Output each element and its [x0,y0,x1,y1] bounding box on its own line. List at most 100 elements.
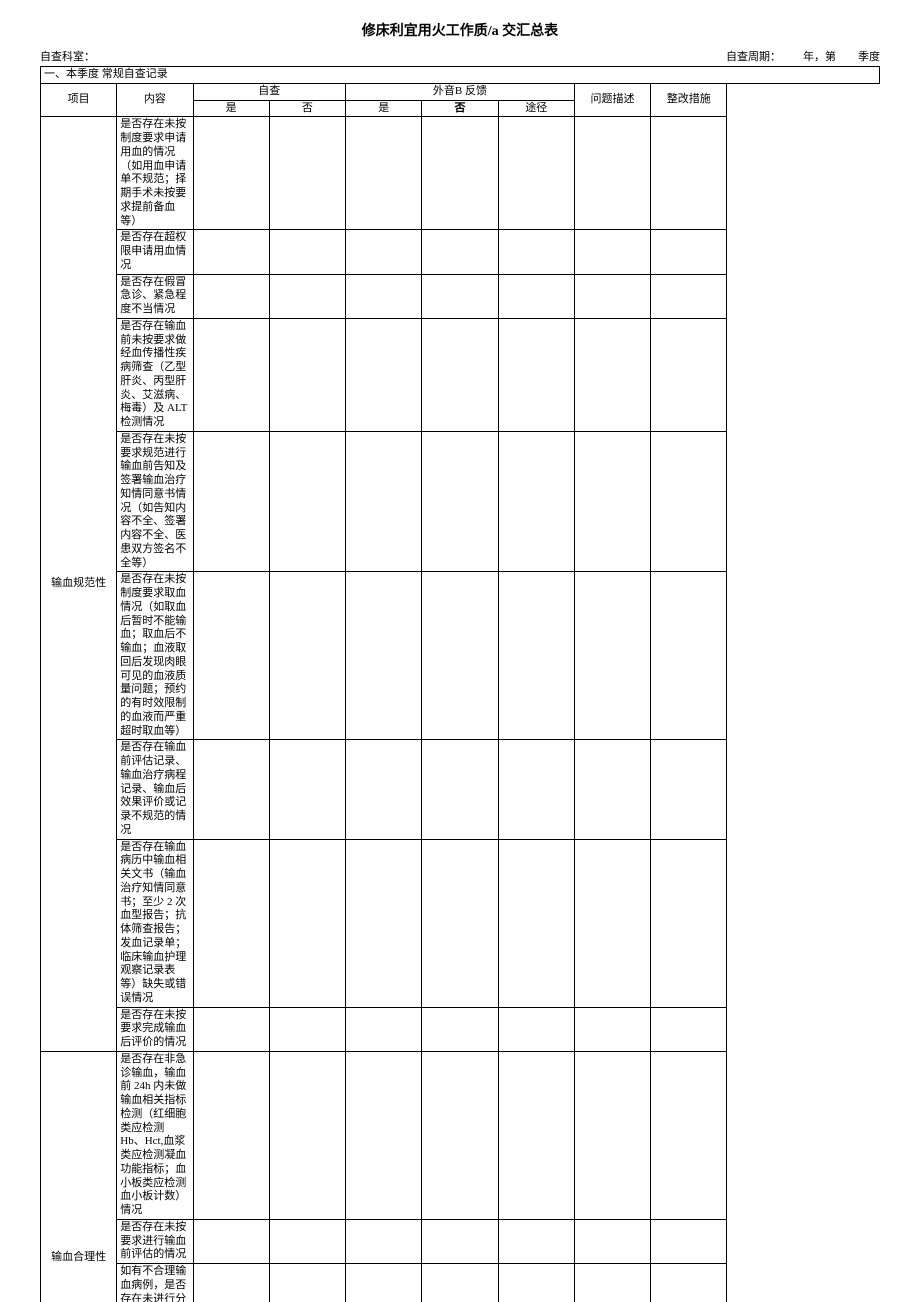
check-cell[interactable] [269,1007,345,1051]
issue-cell[interactable] [574,318,650,431]
check-cell[interactable] [346,1051,422,1219]
check-cell[interactable] [422,839,498,1007]
section-header: 一、本季度 常规自查记录 [41,67,880,84]
content-cell: 如有不合理输血病例，是否存在未进行分析和改进的情况 [117,1264,193,1302]
check-cell[interactable] [269,117,345,230]
action-cell[interactable] [651,1007,727,1051]
check-cell[interactable] [346,839,422,1007]
check-cell[interactable] [193,431,269,572]
action-cell[interactable] [651,230,727,274]
check-cell[interactable] [193,1007,269,1051]
action-cell[interactable] [651,740,727,839]
check-cell[interactable] [498,1219,574,1263]
table-row: 是否存在输血前未按要求做经血传播性疾病筛查（乙型肝炎、丙型肝炎、艾滋病、梅毒）及… [41,318,880,431]
meta-right: 自查周期： 年，第 季度 [726,48,880,64]
check-cell[interactable] [346,117,422,230]
check-cell[interactable] [269,572,345,740]
check-cell[interactable] [498,117,574,230]
issue-cell[interactable] [574,117,650,230]
action-cell[interactable] [651,572,727,740]
check-cell[interactable] [498,274,574,318]
check-cell[interactable] [269,230,345,274]
category-cell: 输血规范性 [41,117,117,1052]
action-cell[interactable] [651,1264,727,1302]
action-cell[interactable] [651,318,727,431]
check-cell[interactable] [346,1219,422,1263]
check-cell[interactable] [193,572,269,740]
issue-cell[interactable] [574,839,650,1007]
action-cell[interactable] [651,274,727,318]
check-cell[interactable] [498,1264,574,1302]
category-cell: 输血合理性 [41,1051,117,1302]
issue-cell[interactable] [574,1264,650,1302]
check-cell[interactable] [346,274,422,318]
check-cell[interactable] [346,230,422,274]
content-cell: 是否存在未按制度要求申请用血的情况（如用血申请单不规范；择期手术未按要求提前备血… [117,117,193,230]
check-cell[interactable] [193,318,269,431]
header-row-1: 项目 内容 自查 外音B 反馈 问题描述 整改措施 [41,83,880,100]
check-cell[interactable] [422,274,498,318]
check-cell[interactable] [498,572,574,740]
check-cell[interactable] [498,1051,574,1219]
check-cell[interactable] [422,117,498,230]
check-cell[interactable] [193,274,269,318]
check-cell[interactable] [346,431,422,572]
check-cell[interactable] [269,839,345,1007]
check-cell[interactable] [193,1264,269,1302]
check-cell[interactable] [422,431,498,572]
check-cell[interactable] [269,1264,345,1302]
check-cell[interactable] [269,318,345,431]
check-cell[interactable] [193,740,269,839]
action-cell[interactable] [651,1051,727,1219]
check-cell[interactable] [193,1051,269,1219]
check-cell[interactable] [498,1007,574,1051]
check-cell[interactable] [346,1007,422,1051]
check-cell[interactable] [193,1219,269,1263]
check-cell[interactable] [498,318,574,431]
check-cell[interactable] [193,839,269,1007]
check-cell[interactable] [269,431,345,572]
check-cell[interactable] [346,1264,422,1302]
content-cell: 是否存在未按制度要求取血情况（如取血后暂时不能输血；取血后不输血；血液取回后发现… [117,572,193,740]
issue-cell[interactable] [574,1007,650,1051]
table-row: 如有不合理输血病例，是否存在未进行分析和改进的情况 [41,1264,880,1302]
header-selfcheck: 自查 [193,83,346,100]
issue-cell[interactable] [574,1219,650,1263]
check-cell[interactable] [422,230,498,274]
check-cell[interactable] [498,230,574,274]
issue-cell[interactable] [574,740,650,839]
check-cell[interactable] [346,740,422,839]
issue-cell[interactable] [574,274,650,318]
check-cell[interactable] [498,740,574,839]
content-cell: 是否存在未按要求进行输血前评估的情况 [117,1219,193,1263]
issue-cell[interactable] [574,572,650,740]
check-cell[interactable] [422,1264,498,1302]
check-cell[interactable] [269,740,345,839]
check-cell[interactable] [422,572,498,740]
issue-cell[interactable] [574,1051,650,1219]
action-cell[interactable] [651,839,727,1007]
check-cell[interactable] [498,839,574,1007]
check-cell[interactable] [193,117,269,230]
header-no1: 否 [269,100,345,117]
check-cell[interactable] [422,318,498,431]
issue-cell[interactable] [574,431,650,572]
header-yes2: 是 [346,100,422,117]
check-cell[interactable] [498,431,574,572]
action-cell[interactable] [651,117,727,230]
check-cell[interactable] [422,740,498,839]
check-cell[interactable] [269,1051,345,1219]
header-action: 整改措施 [651,83,727,117]
check-cell[interactable] [422,1051,498,1219]
action-cell[interactable] [651,1219,727,1263]
section-header-row: 一、本季度 常规自查记录 [41,67,880,84]
check-cell[interactable] [422,1007,498,1051]
check-cell[interactable] [269,1219,345,1263]
check-cell[interactable] [269,274,345,318]
check-cell[interactable] [193,230,269,274]
action-cell[interactable] [651,431,727,572]
check-cell[interactable] [346,318,422,431]
check-cell[interactable] [346,572,422,740]
issue-cell[interactable] [574,230,650,274]
check-cell[interactable] [422,1219,498,1263]
